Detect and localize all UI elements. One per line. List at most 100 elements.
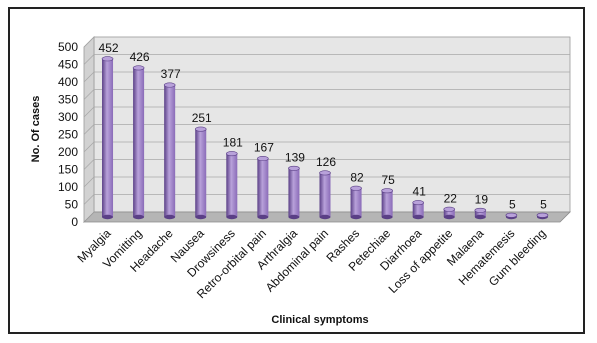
bar-body: [319, 172, 331, 217]
data-label: 167: [254, 141, 274, 155]
bar-top: [226, 151, 238, 157]
x-axis-category-labels: MyalgiaVomittingHeadacheNauseaDrowsiness…: [75, 226, 549, 301]
bar-base: [195, 214, 207, 220]
data-label: 82: [350, 170, 364, 184]
y-tick-label: 200: [58, 145, 78, 159]
bar-base: [257, 214, 269, 220]
data-label: 251: [192, 111, 212, 125]
bar-top: [350, 185, 362, 191]
y-tick-label: 50: [65, 198, 79, 212]
bar-top: [194, 126, 207, 132]
bar-base: [350, 214, 362, 220]
y-tick-label: 400: [58, 75, 78, 89]
bar-body: [164, 85, 176, 217]
bar-base: [226, 214, 238, 220]
data-label: 126: [316, 155, 336, 169]
bar-base: [133, 214, 145, 220]
data-label: 75: [381, 173, 395, 187]
bar-body: [412, 202, 424, 217]
bar-body: [443, 209, 455, 217]
gridline-side: [83, 159, 95, 170]
bar: [163, 82, 176, 220]
data-label: 139: [285, 150, 305, 164]
data-labels: 452 426 377 251 181 167 139 126 82 75 41 22 19 5 5: [99, 41, 548, 211]
bar-base: [412, 214, 424, 220]
data-label: 5: [509, 197, 516, 211]
data-label: 426: [130, 50, 150, 64]
data-label: 181: [223, 136, 243, 150]
data-label: 5: [540, 197, 547, 211]
gridline-side: [83, 89, 95, 100]
y-tick-label: 350: [58, 93, 78, 107]
gridline-side: [83, 176, 95, 188]
data-label: 377: [161, 67, 181, 81]
bar: [132, 65, 145, 220]
bar-body: [195, 129, 207, 217]
bar-base: [319, 214, 331, 220]
y-tick-label: 450: [58, 58, 78, 72]
bar-body: [474, 210, 486, 217]
bar-body: [102, 58, 114, 217]
data-label: 452: [99, 41, 119, 55]
bar-top: [257, 156, 269, 162]
gridline-side: [83, 194, 95, 205]
bar-top: [288, 165, 300, 171]
bar-body: [257, 158, 269, 217]
data-label: 22: [444, 191, 458, 205]
gridline-side: [83, 71, 95, 83]
gridline-side: [83, 36, 95, 48]
data-label: 19: [475, 192, 489, 206]
bar-base: [102, 214, 114, 220]
bar: [412, 200, 425, 220]
bar-top: [412, 200, 425, 206]
bars: [101, 56, 549, 220]
y-axis-title: No. Of cases: [30, 96, 42, 163]
y-tick-label: 500: [58, 40, 78, 54]
chart-frame: 0 50 100 150 200 250 300 350 400 450 500 452 426 377…: [8, 7, 585, 334]
bar: [443, 206, 456, 220]
bar: [257, 156, 269, 220]
bar-base: [288, 214, 300, 220]
bar-base: [381, 214, 393, 220]
gridline-side: [83, 141, 95, 153]
bar-body: [133, 67, 145, 218]
bar: [194, 126, 207, 220]
gridline-side: [83, 124, 95, 135]
bar-base: [164, 214, 176, 220]
bar-top: [101, 56, 114, 62]
gridline-side: [83, 54, 95, 65]
bar-top: [132, 65, 145, 71]
bar-top: [381, 188, 393, 194]
bar-base: [474, 214, 486, 220]
bar: [474, 207, 487, 220]
bar-top: [474, 207, 487, 213]
y-tick-label: 100: [58, 180, 78, 194]
gridline-side: [83, 106, 95, 118]
bar: [350, 185, 362, 220]
data-label: 41: [413, 185, 427, 199]
bar-body: [288, 168, 300, 217]
bar-top: [505, 212, 518, 218]
bar: [319, 170, 331, 220]
bar: [226, 151, 238, 220]
bar: [101, 56, 114, 220]
bar: [288, 165, 300, 220]
y-tick-label: 250: [58, 128, 78, 142]
bar-top: [319, 170, 331, 176]
bar: [536, 212, 549, 220]
bar-base: [443, 214, 455, 220]
bar-top: [443, 206, 456, 212]
bar-chart: 0 50 100 150 200 250 300 350 400 450 500 452 426 377…: [30, 36, 571, 326]
bar-body: [226, 153, 238, 217]
bar-top: [163, 82, 176, 88]
bar-top: [536, 212, 549, 218]
bar-body: [381, 190, 393, 217]
y-tick-label: 150: [58, 163, 78, 177]
y-tick-label: 300: [58, 110, 78, 124]
y-axis-ticks: 0 50 100 150 200 250 300 350 400 450 500: [58, 40, 78, 229]
x-axis-title: Clinical symptoms: [271, 314, 368, 326]
bar: [381, 188, 393, 220]
y-tick-label: 0: [71, 215, 78, 229]
bar-body: [350, 188, 362, 217]
bar: [505, 212, 518, 220]
